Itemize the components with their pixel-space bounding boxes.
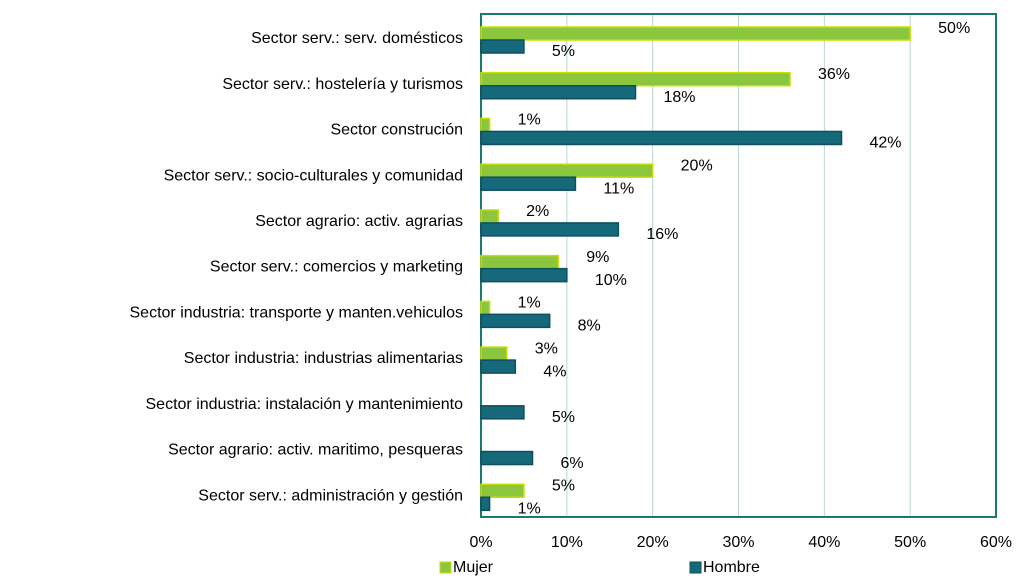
bar bbox=[480, 483, 525, 499]
bar bbox=[480, 450, 534, 466]
data-label: 8% bbox=[578, 318, 601, 335]
bar bbox=[480, 117, 491, 133]
bar bbox=[480, 222, 620, 237]
legend-label: Hombre bbox=[703, 559, 760, 576]
bar bbox=[480, 71, 791, 87]
data-label: 9% bbox=[586, 249, 609, 266]
data-label: 5% bbox=[552, 43, 575, 60]
bar bbox=[480, 254, 559, 270]
bar bbox=[480, 313, 551, 329]
bar bbox=[480, 39, 525, 54]
bar bbox=[480, 176, 577, 191]
data-label: 16% bbox=[646, 226, 678, 243]
data-label: 18% bbox=[664, 89, 696, 106]
data-label: 6% bbox=[561, 455, 584, 472]
data-label: 1% bbox=[518, 295, 541, 312]
legend-swatch bbox=[439, 561, 452, 574]
bar bbox=[480, 300, 491, 316]
x-tick-label: 40% bbox=[808, 534, 840, 551]
data-label: 1% bbox=[518, 500, 541, 517]
x-tick-label: 10% bbox=[551, 534, 583, 551]
legend-label: Mujer bbox=[453, 559, 494, 576]
x-tick-label: 20% bbox=[637, 534, 669, 551]
data-label: 4% bbox=[543, 363, 566, 380]
y-tick-label: Sector industria: transporte y manten.ve… bbox=[130, 304, 464, 321]
y-tick-label: Sector construción bbox=[330, 122, 463, 139]
bar bbox=[480, 346, 508, 361]
data-label: 2% bbox=[526, 203, 549, 220]
data-label: 5% bbox=[552, 409, 575, 426]
data-label: 1% bbox=[518, 112, 541, 129]
bar bbox=[480, 496, 491, 512]
data-label: 20% bbox=[681, 157, 713, 174]
bar bbox=[480, 163, 654, 178]
y-tick-label: Sector serv.: hostelería y turismos bbox=[222, 76, 463, 93]
x-tick-label: 50% bbox=[894, 534, 926, 551]
x-tick-label: 0% bbox=[469, 534, 492, 551]
y-tick-label: Sector agrario: activ. maritimo, pesquer… bbox=[168, 442, 463, 459]
bar bbox=[480, 26, 911, 41]
bar bbox=[480, 130, 843, 146]
data-label: 10% bbox=[595, 272, 627, 289]
legend-swatch bbox=[689, 561, 702, 574]
y-tick-label: Sector agrario: activ. agrarias bbox=[255, 213, 463, 230]
data-label: 11% bbox=[603, 180, 634, 197]
y-tick-label: Sector serv.: administración y gestión bbox=[198, 487, 463, 504]
y-tick-label: Sector serv.: comercios y marketing bbox=[210, 259, 463, 276]
bar bbox=[480, 209, 499, 224]
y-tick-label: Sector industria: instalación y mantenim… bbox=[146, 396, 464, 413]
data-label: 50% bbox=[938, 20, 970, 37]
y-tick-label: Sector serv.: socio-culturales y comunid… bbox=[164, 167, 463, 184]
x-tick-label: 30% bbox=[722, 534, 754, 551]
data-label: 36% bbox=[818, 66, 850, 83]
bar bbox=[480, 405, 525, 420]
y-tick-label: Sector serv.: serv. domésticos bbox=[251, 30, 463, 47]
data-label: 3% bbox=[535, 340, 558, 357]
bar bbox=[480, 84, 637, 100]
data-label: 42% bbox=[870, 135, 902, 152]
y-tick-label: Sector industria: industrias alimentaria… bbox=[184, 350, 463, 367]
bar bbox=[480, 359, 517, 374]
bar bbox=[480, 267, 568, 283]
x-tick-label: 60% bbox=[980, 534, 1012, 551]
data-label: 5% bbox=[552, 477, 575, 494]
